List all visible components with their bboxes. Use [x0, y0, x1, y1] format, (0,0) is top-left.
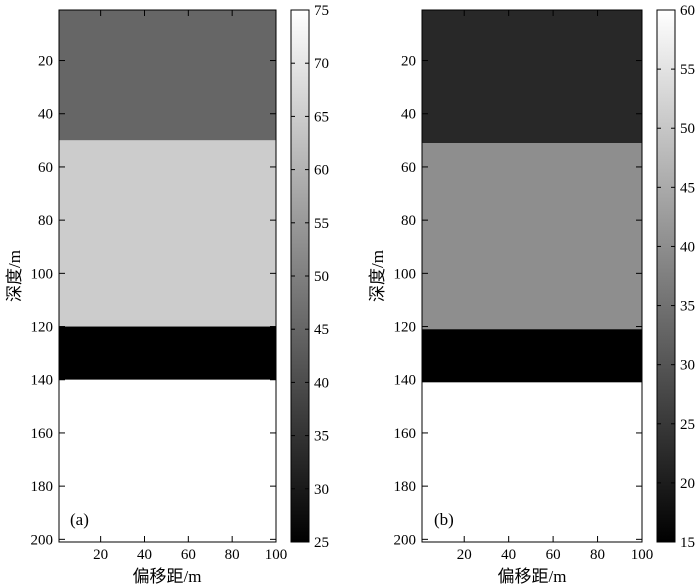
panel-a-xtick-label: 80	[225, 547, 240, 563]
panel-a-cbar-tick-label: 25	[314, 535, 329, 551]
panel-a-ytick-label: 20	[38, 54, 53, 70]
panel-b-ytick-label: 80	[401, 213, 416, 229]
panel-b: 20 40 60 80 100 20 40 60 80 100 120 140 160 180 200 (b…	[368, 3, 695, 586]
panel-a-cbar-tick-label: 40	[314, 375, 329, 391]
panel-a-layers	[59, 10, 276, 542]
panel-a-xtick-label: 100	[265, 547, 288, 563]
panel-b-xtick-label: 20	[457, 547, 472, 563]
panel-b-ytick-label: 40	[401, 107, 416, 123]
panel-b-cbar-tick-label: 50	[680, 121, 695, 137]
panel-a-ytick-label: 60	[38, 160, 53, 176]
panel-b-ytick-label: 20	[401, 54, 416, 70]
panel-b-cbar-tick-label: 45	[680, 180, 695, 196]
panel-a-cbar-tick-label: 65	[314, 109, 329, 125]
panel-b-ytick-label: 140	[394, 373, 417, 389]
panel-b-layer-2	[422, 143, 642, 330]
panel-b-label: (b)	[434, 510, 454, 529]
panel-a-cbar-tick-label: 35	[314, 429, 329, 445]
panel-a-ytick-label: 80	[38, 213, 53, 229]
panel-a-cbar-tick-label: 75	[314, 3, 329, 19]
panel-b-cbar-tick-label: 35	[680, 299, 695, 315]
panel-a-cbar-tick-label: 50	[314, 269, 329, 285]
panel-b-xtick-label: 100	[631, 547, 654, 563]
panel-a-colorbar-ticks: 25 30 35 40 45 50 55 60 65 70 75	[291, 3, 329, 551]
panel-b-cbar-tick-label: 15	[680, 535, 695, 551]
panel-b-ylabel: 深度/m	[368, 250, 387, 302]
panel-a-ytick-label: 100	[31, 266, 54, 282]
panel-b-layer-3	[422, 329, 642, 383]
panel-b-ytick-label: 200	[394, 532, 417, 548]
panel-b-cbar-tick-label: 55	[680, 62, 695, 78]
panel-a-cbar-tick-label: 60	[314, 163, 329, 179]
panel-b-xlabel: 偏移距/m	[498, 567, 567, 586]
panel-a-cbar-tick-label: 30	[314, 482, 329, 498]
panel-a-ytick-label: 120	[31, 320, 54, 336]
panel-a-label: (a)	[70, 510, 89, 529]
panel-b-ytick-label: 100	[394, 266, 417, 282]
panel-b-layer-1	[422, 10, 642, 143]
panel-b-xtick-label: 80	[590, 547, 605, 563]
panel-a-xlabel: 偏移距/m	[133, 567, 202, 586]
panel-b-ytick-label: 160	[394, 426, 417, 442]
panel-b-cbar-tick-label: 60	[680, 3, 695, 19]
panel-b-cbar-tick-label: 40	[680, 239, 695, 255]
panel-b-colorbar-bar	[656, 9, 676, 543]
panel-a-ytick-label: 180	[31, 479, 54, 495]
panel-a-frame	[58, 9, 277, 543]
panel-a-ytick-label: 200	[31, 532, 54, 548]
panel-a-xtick-label: 20	[93, 547, 108, 563]
panel-a-ytick-label: 40	[38, 107, 53, 123]
panel-a-ticks: 20 40 60 80 100 20 40 60 80 100 120 140 160 180 200	[31, 10, 288, 563]
panel-b-xtick-label: 40	[501, 547, 516, 563]
panel-b-ticks: 20 40 60 80 100 20 40 60 80 100 120 140 160 180 200	[394, 10, 654, 563]
panel-a-layer-1	[59, 10, 276, 141]
panel-b-ytick-label: 180	[394, 479, 417, 495]
panel-b-cbar-tick-label: 25	[680, 417, 695, 433]
panel-b-layer-4	[422, 382, 642, 542]
panel-b-layers	[422, 10, 642, 542]
panel-a-colorbar: 25 30 35 40 45 50 55 60 65 70 75	[290, 3, 329, 551]
panel-b-cbar-tick-label: 30	[680, 358, 695, 374]
panel-a-cbar-tick-label: 45	[314, 322, 329, 338]
panel-b-ytick-label: 60	[401, 160, 416, 176]
panel-a-ytick-label: 160	[31, 426, 54, 442]
panel-a-cbar-tick-label: 70	[314, 56, 329, 72]
panel-b-colorbar: 15 20 25 30 35 40 45 50 55 60	[656, 3, 695, 551]
panel-b-frame	[421, 9, 643, 543]
panel-a-layer-4	[59, 379, 276, 542]
panel-a-ytick-label: 140	[31, 373, 54, 389]
panel-a-xtick-label: 60	[181, 547, 196, 563]
panel-a: 20 40 60 80 100 20 40 60 80 100 120 140 160 180 200 (a…	[5, 3, 329, 586]
panel-a-layer-2	[59, 140, 276, 327]
panel-b-cbar-tick-label: 20	[680, 476, 695, 492]
panel-b-xtick-label: 60	[546, 547, 561, 563]
panel-a-ylabel: 深度/m	[5, 250, 24, 302]
panel-a-layer-3	[59, 326, 276, 380]
panel-a-cbar-tick-label: 55	[314, 216, 329, 232]
panel-b-colorbar-ticks: 15 20 25 30 35 40 45 50 55 60	[657, 3, 695, 551]
panel-a-xtick-label: 40	[137, 547, 152, 563]
panel-b-ytick-label: 120	[394, 320, 417, 336]
